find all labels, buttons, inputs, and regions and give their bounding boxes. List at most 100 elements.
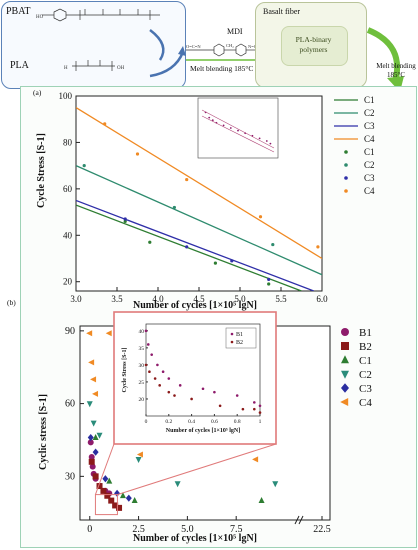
panel-a-ytick-label: 60 [63, 184, 73, 194]
panel-a-legend-label: C2 [364, 160, 375, 170]
panel-b-inset-point-b2 [167, 390, 171, 394]
panel-b-point-c4 [86, 330, 93, 337]
panel-b-point-b2 [92, 473, 99, 480]
panel-b-point-c2 [174, 481, 181, 488]
panel-b-point-c4 [90, 376, 97, 383]
panel-b-inset-ytick-label: 25 [139, 380, 145, 386]
panel-b-point-c2 [86, 401, 93, 408]
polymer-box [281, 26, 348, 66]
panel-b-point-c1 [119, 492, 126, 499]
panel-b-point-b1 [89, 463, 96, 470]
panel-a-legend-label: C1 [364, 95, 375, 105]
panel-b-inset-point-b2 [173, 394, 176, 397]
panel-b-inset-point-b1 [258, 404, 262, 408]
panel-a-ylabel: Cycle Stress [S-1] [36, 133, 47, 208]
panel-a-point-c2 [82, 164, 86, 168]
panel-b-point-b2 [88, 458, 95, 465]
panel-a-point-c3 [123, 217, 127, 221]
panel-b-ytick-label: 90 [65, 326, 75, 337]
panel-b-inset-xtick-label: 1 [259, 419, 262, 425]
panel-b-inset-ytick-label: 30 [139, 363, 145, 369]
panel-b-legend-marker-b1 [341, 328, 349, 336]
panel-a-inset-point [222, 124, 225, 127]
panel-b-inset-point-b2 [153, 377, 157, 380]
panel-a-fit-line-c2 [76, 165, 322, 276]
mdi-structure [186, 43, 262, 57]
panel-a-legend-label: C2 [364, 108, 375, 118]
panel-a-inset-point [265, 140, 268, 142]
panel-b-point-b1 [88, 453, 95, 460]
panel-a-legend-marker-c2 [344, 163, 348, 167]
panel-b-point-c4 [136, 451, 143, 458]
panel-a-point-c1 [123, 219, 127, 223]
panel-b-xlabel: Number of cycles [1×10⁵ lgN] [132, 533, 258, 544]
pla-arrow [149, 51, 185, 78]
panel-b-inset-point-b2 [253, 407, 256, 411]
panel-b-inset-point-b2 [218, 404, 222, 408]
panel-b-inset-xtick-label: 0.2 [165, 419, 172, 425]
panel-b-inset-point-b1 [178, 384, 182, 387]
panel-a-legend-label: C3 [364, 173, 375, 183]
pbat-ho-text: HO [36, 15, 44, 20]
panel-a-legend-label: C3 [364, 121, 375, 131]
panel-b-label: (b) [7, 298, 16, 307]
panel-b-axis-break [298, 515, 304, 525]
panel-b-inset-ytick-label: 35 [139, 346, 145, 352]
polymer-label-1: PLA-binary [295, 35, 332, 44]
polymer-label-2: polymers [299, 45, 328, 54]
panel-a-xtick-label: 4.0 [152, 294, 164, 304]
pbat-label: PBAT [6, 6, 31, 17]
panel-a-xlabel: Number of cycles [1×10⁵ lgN] [132, 300, 258, 311]
panel-b-legend-label: C4 [359, 397, 372, 409]
panel-b-legend-marker-c2 [341, 370, 349, 379]
panel-a-xtick-label: 3.5 [111, 294, 123, 304]
panel-b-inset-point-b2 [241, 407, 245, 411]
panel-a-legend-marker-c1 [344, 150, 348, 154]
panel-a-point-c2 [271, 242, 275, 247]
pla-h-text: H [64, 66, 68, 71]
pla-label: PLA [10, 60, 29, 71]
panel-b-point-c1 [131, 497, 138, 503]
panel-b-inset-point-b1 [144, 329, 148, 333]
panel-a-point-c3 [230, 259, 234, 263]
panel-a-fit-line-c3 [76, 199, 315, 291]
panel-b-ytick-label: 60 [65, 399, 75, 410]
panel-b-inset-point-b2 [148, 370, 151, 374]
panel-b-point-c2 [96, 432, 103, 439]
panel-b-legend-marker-b2 [341, 342, 349, 350]
panel-b-xtick-label: 2.5 [132, 524, 145, 535]
panel-b-connector [94, 443, 115, 495]
panel-a-point-c1 [213, 261, 217, 265]
panel-b-inset-point-b1 [146, 343, 150, 346]
panel-b-zoom-box [94, 494, 118, 516]
panel-a-legend-label: C1 [364, 147, 375, 157]
panel-a-inset-point [258, 137, 261, 140]
panel-b-connector [117, 443, 277, 496]
panel-b-point-c1 [92, 433, 99, 440]
panel-b-inset-point-b1 [150, 353, 153, 356]
panel-a-ytick-label: 80 [63, 137, 73, 147]
panel-a-ytick-label: 100 [59, 91, 73, 101]
panel-a-point-c3 [267, 277, 271, 281]
panel-a-inset [197, 97, 279, 159]
panel-b-chart: 0 2.5 5.0 7.5 22.5 30 60 90 0 0.2 0.4 0.6 0.8 1 20 25 30… [65, 311, 372, 535]
panel-b-point-c1 [258, 497, 265, 503]
melt-label: Melt blending 185°C [190, 64, 254, 73]
panel-a-point-c2 [172, 205, 176, 210]
side-label-1: Melt blending [376, 62, 416, 70]
panel-a-inset-point [208, 116, 211, 119]
panel-b-ytick-label: 30 [65, 471, 75, 482]
panel-b-inset-xlabel: Number of cycles [1×10⁵ lgN] [166, 428, 240, 434]
panel-b-legend-marker-c3 [341, 383, 349, 393]
panel-a-inset-fit [201, 115, 275, 153]
panel-b-legend-label: C2 [359, 369, 372, 381]
panel-b-inset-xtick-label: 0.4 [188, 419, 195, 425]
panel-b-xtick-label: 5.0 [181, 524, 194, 535]
panel-b-axis-break [294, 515, 300, 525]
pbat-structure [42, 8, 160, 22]
pla-arrowhead [178, 46, 186, 56]
mdi-ch2-text: CH₂ [226, 43, 234, 48]
panel-a-ytick-label: 20 [63, 277, 73, 287]
panel-a-fit-line-c1 [76, 204, 302, 291]
panel-a-xtick-label: 3.0 [70, 294, 82, 304]
